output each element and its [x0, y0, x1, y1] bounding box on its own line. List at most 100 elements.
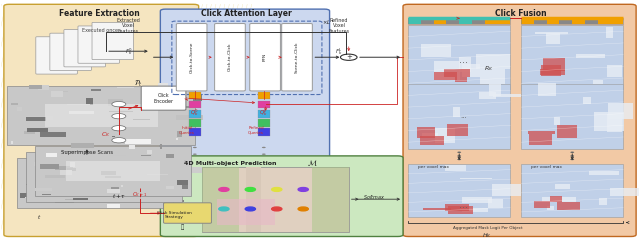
Bar — [521, 25, 623, 90]
Bar — [543, 197, 576, 202]
Bar — [182, 185, 188, 189]
Bar — [51, 159, 57, 165]
Bar — [557, 203, 580, 210]
Text: $Q_k^0$: $Q_k^0$ — [190, 107, 199, 118]
Text: Aggregated Mask Logit Per Object: Aggregated Mask Logit Per Object — [452, 226, 522, 230]
Bar — [541, 65, 561, 76]
Bar — [51, 91, 63, 98]
Bar — [168, 174, 175, 180]
FancyBboxPatch shape — [64, 30, 106, 67]
Bar — [554, 117, 560, 125]
Bar — [463, 63, 480, 77]
Bar — [606, 27, 612, 38]
Bar — [460, 178, 492, 179]
Bar — [141, 155, 150, 156]
Text: $t+\tau$: $t+\tau$ — [112, 192, 126, 200]
Circle shape — [271, 188, 282, 191]
Bar — [110, 193, 132, 196]
Circle shape — [219, 188, 229, 191]
Bar — [445, 165, 466, 171]
Text: +: + — [346, 54, 351, 60]
Circle shape — [262, 153, 266, 155]
Bar — [40, 132, 66, 137]
Bar — [422, 208, 451, 211]
Bar — [151, 197, 163, 202]
Bar — [84, 164, 87, 166]
Bar — [158, 83, 168, 88]
Bar — [166, 154, 174, 158]
Bar — [202, 167, 239, 232]
Bar — [189, 110, 200, 118]
Bar — [521, 164, 623, 217]
Bar — [484, 18, 497, 23]
FancyBboxPatch shape — [250, 23, 280, 91]
Bar — [147, 174, 168, 175]
Bar — [576, 54, 605, 58]
Bar — [408, 18, 510, 23]
Text: Scene-to-Click: Scene-to-Click — [295, 41, 299, 73]
Bar — [125, 139, 151, 144]
Bar — [408, 164, 510, 217]
Bar — [7, 86, 195, 145]
Bar — [118, 173, 129, 175]
Bar — [547, 18, 559, 23]
Bar — [593, 80, 603, 84]
Bar — [607, 65, 622, 77]
Bar — [147, 189, 166, 193]
Bar — [421, 44, 451, 57]
Circle shape — [245, 188, 255, 191]
Bar — [521, 18, 623, 23]
Text: Click-to-Click: Click-to-Click — [228, 43, 232, 71]
Bar — [65, 199, 88, 200]
Text: $C_K$: $C_K$ — [101, 130, 111, 139]
Bar — [34, 162, 53, 166]
Bar — [145, 185, 151, 188]
Bar — [184, 160, 186, 162]
Bar — [490, 84, 500, 96]
Bar — [57, 163, 78, 168]
Bar — [108, 99, 124, 106]
Bar — [492, 184, 521, 196]
Bar — [538, 83, 556, 96]
Bar — [408, 84, 510, 149]
Bar — [109, 111, 132, 113]
Bar — [113, 168, 125, 170]
Bar — [100, 171, 116, 174]
Circle shape — [112, 113, 126, 119]
Bar — [444, 69, 470, 77]
Bar — [497, 18, 510, 23]
Bar — [45, 104, 158, 127]
Bar — [164, 200, 184, 202]
Bar — [81, 162, 89, 163]
Bar — [258, 110, 269, 118]
Bar — [56, 166, 74, 170]
Bar — [149, 95, 175, 101]
Bar — [546, 33, 560, 44]
Bar — [258, 92, 269, 99]
Bar — [488, 199, 503, 208]
Bar — [119, 169, 122, 171]
Text: $\mathcal{M}$: $\mathcal{M}$ — [307, 158, 317, 168]
Bar — [202, 167, 349, 232]
FancyBboxPatch shape — [92, 22, 134, 60]
Bar — [179, 167, 202, 173]
Bar — [54, 202, 74, 204]
Text: per voxel max: per voxel max — [531, 165, 562, 169]
Circle shape — [570, 151, 574, 153]
Bar — [460, 18, 472, 23]
Bar — [39, 194, 62, 199]
FancyBboxPatch shape — [78, 26, 120, 63]
Bar — [534, 201, 550, 208]
Bar — [67, 168, 76, 171]
Circle shape — [570, 159, 574, 160]
Bar — [42, 194, 51, 195]
Circle shape — [112, 101, 126, 107]
Bar — [68, 111, 94, 114]
Bar — [73, 198, 88, 200]
Bar — [100, 177, 118, 182]
Bar — [422, 133, 438, 137]
FancyBboxPatch shape — [141, 86, 186, 110]
Text: 4D Multi-object Prediction: 4D Multi-object Prediction — [184, 161, 277, 166]
Bar — [164, 152, 184, 153]
Circle shape — [245, 207, 255, 211]
